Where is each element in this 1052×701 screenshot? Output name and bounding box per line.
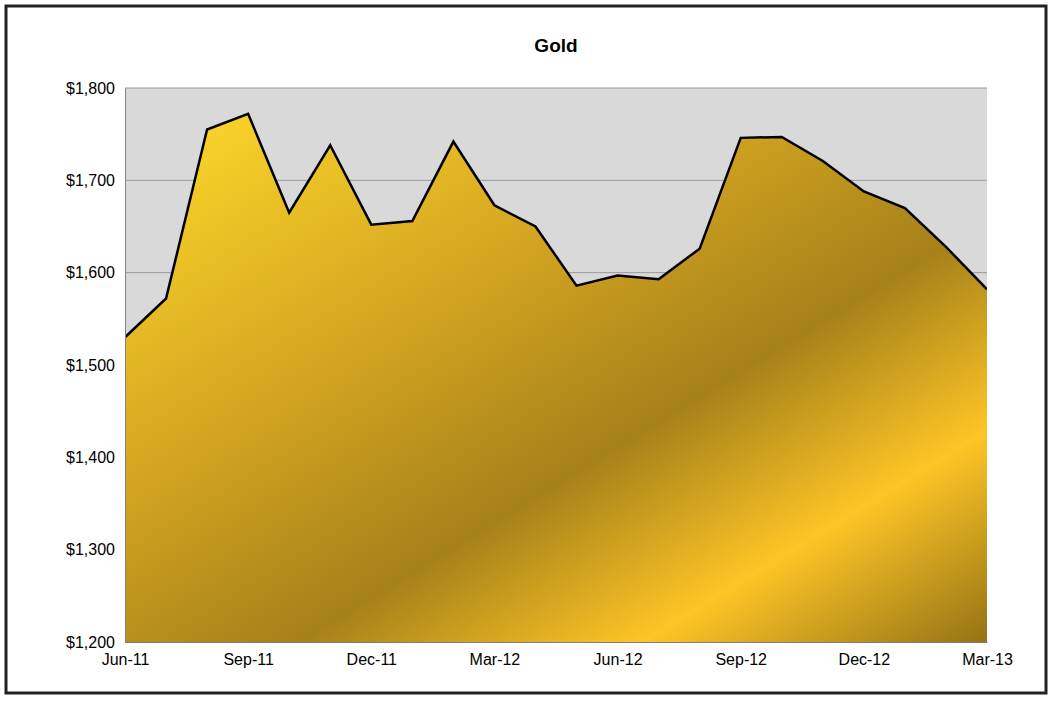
frame <box>6 6 1046 693</box>
y-axis-line <box>125 89 126 643</box>
x-tick: Jun-11 <box>102 642 150 668</box>
y-tick: $1,400 <box>66 449 125 466</box>
y-tick-label: $1,700 <box>66 172 115 189</box>
title: Gold <box>534 35 577 56</box>
y-tick: $1,700 <box>66 172 125 189</box>
y-tick: $1,300 <box>66 541 125 558</box>
area <box>125 114 987 642</box>
x-tick: Jun-12 <box>594 642 643 668</box>
y-tick-label: $1,400 <box>66 449 115 466</box>
chart: Gold $1,200 $1,300 $1,400 $1,500 $1,600 $1,700… <box>0 0 1052 701</box>
x-tick-label: Dec-11 <box>347 651 397 668</box>
y-axis: $1,200 $1,300 $1,400 $1,500 $1,600 $1,700 $1,8… <box>66 80 125 651</box>
y-tick-label: $1,800 <box>66 80 115 97</box>
y-tick: $1,800 <box>66 80 125 97</box>
x-tick-label: Jun-12 <box>594 651 643 668</box>
x-tick-label: Sep-12 <box>715 651 767 668</box>
y-tick: $1,600 <box>66 264 125 281</box>
y-tick: $1,200 <box>66 634 125 651</box>
x-tick: Mar-12 <box>470 642 521 668</box>
grid <box>125 88 987 642</box>
grid-line <box>125 88 987 89</box>
x-tick-label: Sep-11 <box>223 651 274 668</box>
x-tick: Dec-12 <box>839 642 891 668</box>
y-tick-label: $1,200 <box>66 634 115 651</box>
x-tick: Mar-13 <box>962 642 1013 668</box>
x-axis-line <box>126 642 988 643</box>
line <box>125 114 987 337</box>
y-tick-label: $1,300 <box>66 541 115 558</box>
x-tick-label: Jun-11 <box>102 651 150 668</box>
x-tick-label: Dec-12 <box>839 651 891 668</box>
x-tick: Sep-11 <box>223 642 274 668</box>
x-tick-label: Mar-13 <box>962 651 1013 668</box>
y-tick-label: $1,500 <box>66 357 115 374</box>
y-tick-label: $1,600 <box>66 264 115 281</box>
x-tick-label: Mar-12 <box>470 651 521 668</box>
y-tick: $1,500 <box>66 357 125 374</box>
plot-background <box>125 88 987 642</box>
x-tick: Sep-12 <box>715 642 767 668</box>
marks <box>125 114 987 642</box>
x-tick: Dec-11 <box>347 642 397 668</box>
x-axis: Jun-11 Sep-11 Dec-11 Mar-12 Jun-12 Sep-12 Dec-… <box>102 642 1013 668</box>
